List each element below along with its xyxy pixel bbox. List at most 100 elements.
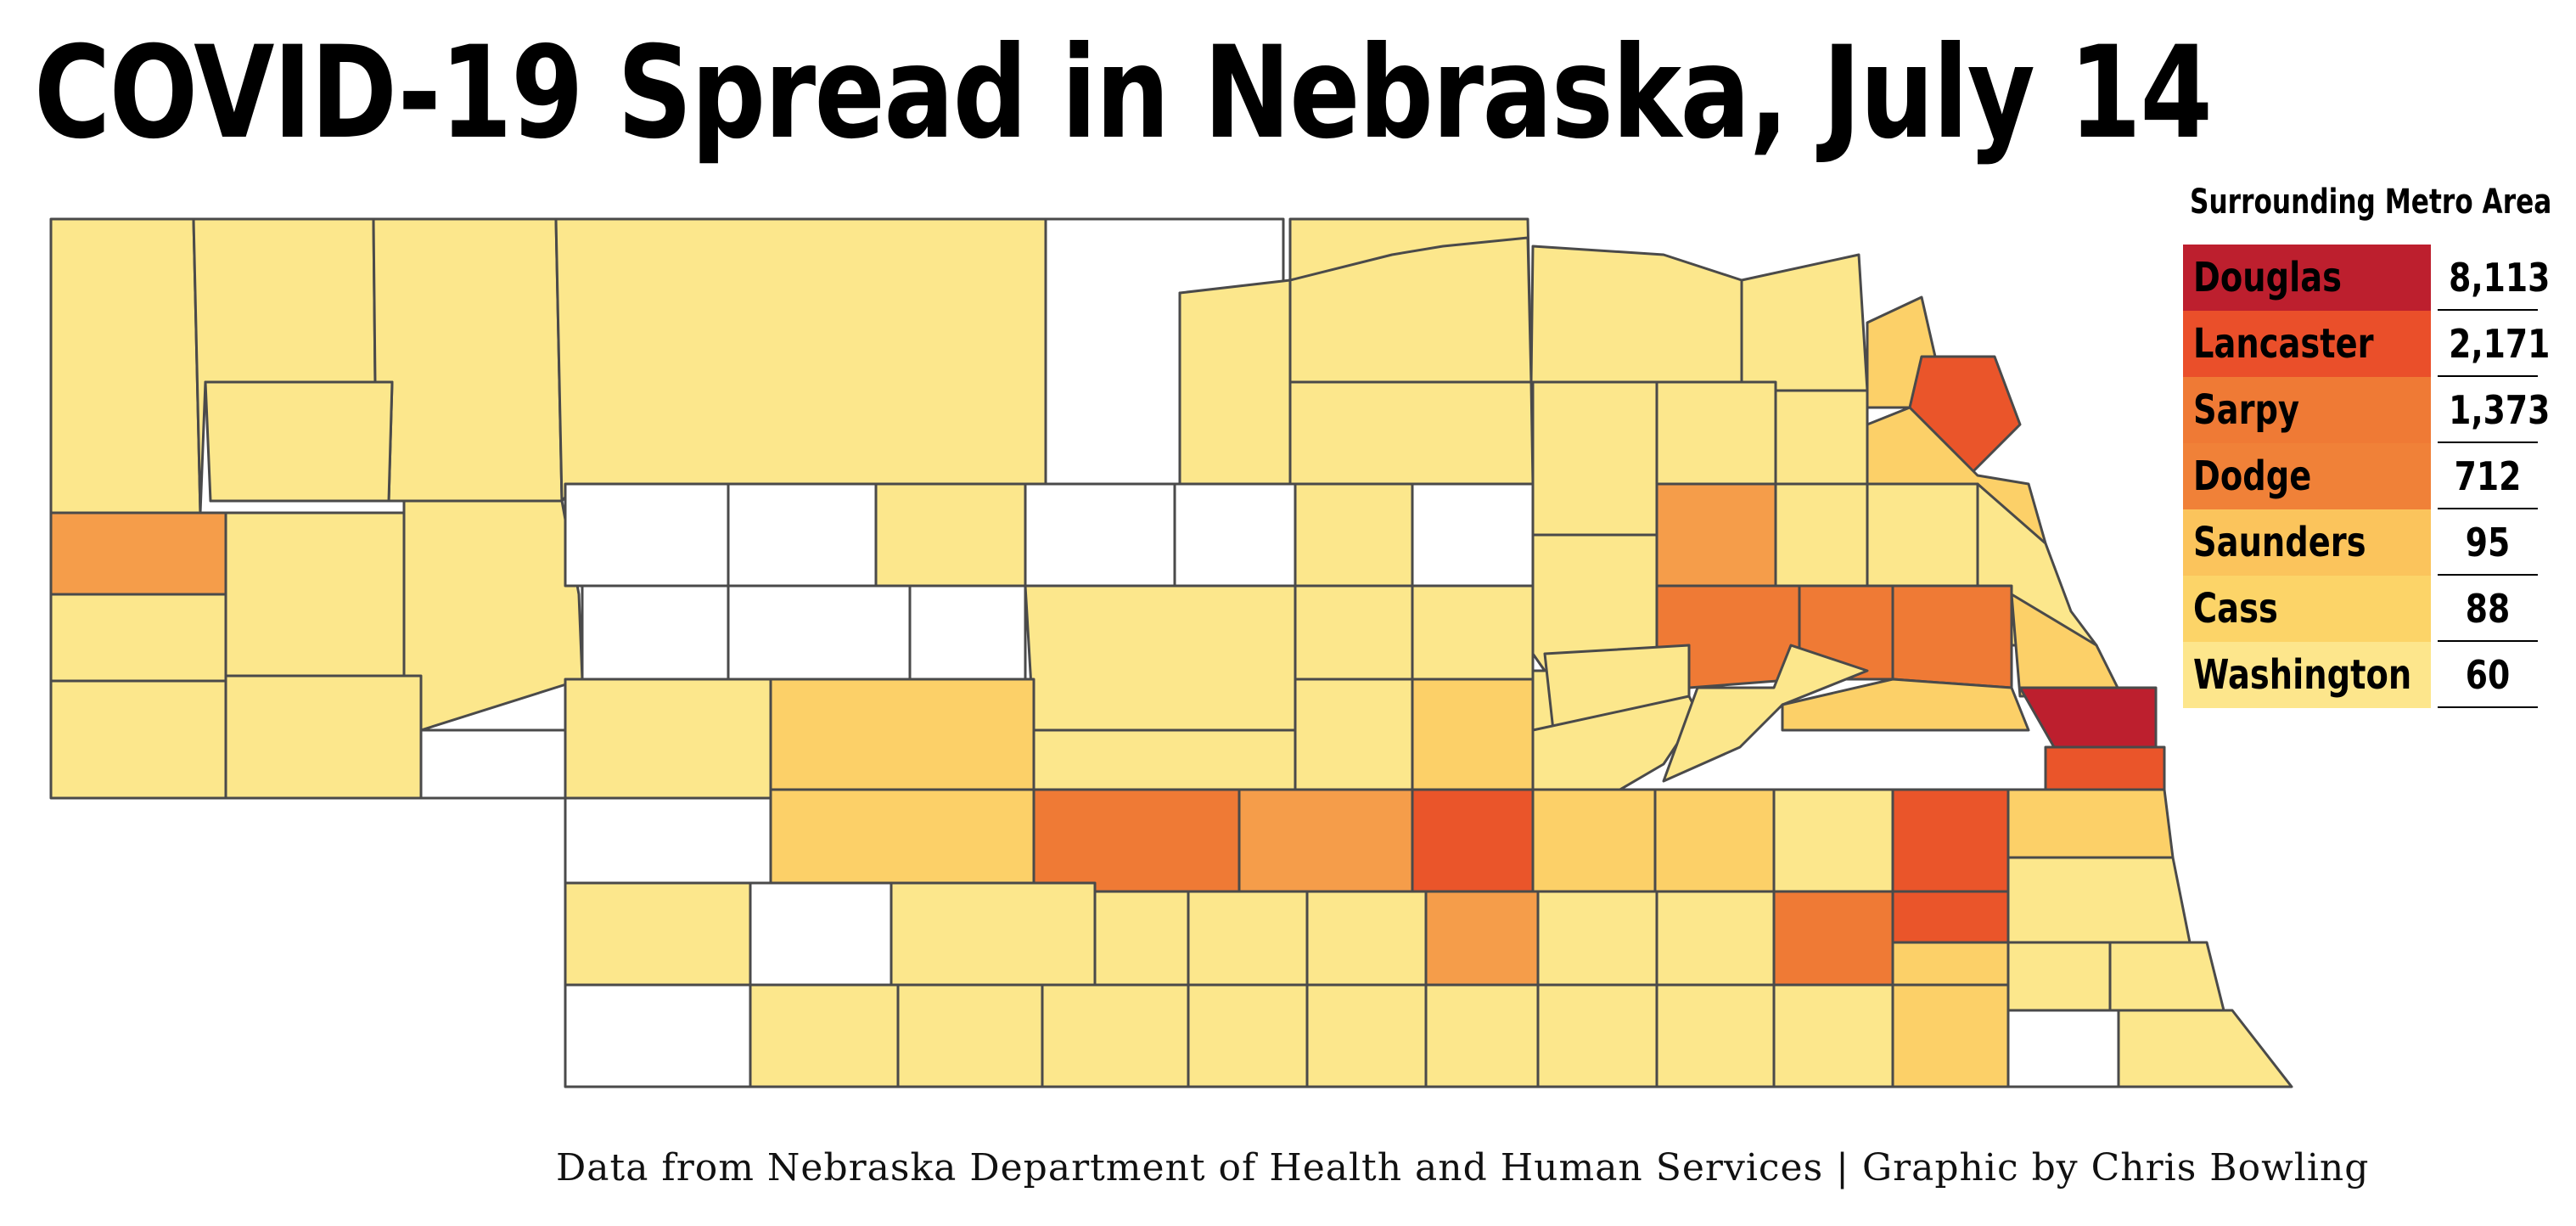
county-shape bbox=[1531, 380, 1658, 537]
county-shape bbox=[1774, 482, 1869, 588]
county-shape bbox=[554, 217, 1047, 503]
county-shape bbox=[1024, 482, 1176, 588]
county-shape bbox=[1781, 678, 2030, 732]
county-shape bbox=[1655, 983, 1776, 1088]
county-shape bbox=[2108, 941, 2225, 1012]
county-shape bbox=[769, 788, 1035, 893]
county-shape bbox=[1294, 678, 1414, 791]
county-shape bbox=[1891, 890, 2010, 944]
metro-row-dodge: Dodge 712 bbox=[2183, 443, 2540, 509]
county-shape bbox=[1173, 482, 1297, 588]
county-shape bbox=[727, 584, 912, 681]
metro-county-name: Douglas bbox=[2183, 245, 2431, 311]
metro-legend-heading: Surrounding Metro Area bbox=[2190, 183, 2552, 222]
county-shape bbox=[49, 511, 227, 596]
county-shape bbox=[564, 796, 772, 885]
metro-legend-table: Douglas 8,113 Lancaster 2,171 Sarpy 1,37… bbox=[2183, 245, 2550, 708]
metro-case-count: 712 bbox=[2438, 443, 2538, 509]
county-shape bbox=[1024, 584, 1297, 732]
county-shape bbox=[1411, 678, 1535, 791]
metro-case-count: 1,373 bbox=[2438, 377, 2550, 443]
county-shape bbox=[2006, 788, 2175, 859]
metro-county-name: Dodge bbox=[2183, 443, 2431, 509]
county-shape bbox=[1662, 644, 1869, 783]
county-shape bbox=[896, 983, 1044, 1088]
county-shape bbox=[1536, 983, 1658, 1088]
county-shape bbox=[1032, 728, 1297, 791]
metro-county-name: Lancaster bbox=[2183, 311, 2431, 377]
county-shape bbox=[581, 584, 730, 681]
county-shape bbox=[2044, 745, 2166, 791]
source-credit: Data from Nebraska Department of Health … bbox=[556, 1146, 2370, 1189]
county-shape bbox=[769, 678, 1035, 791]
metro-county-name: Saunders bbox=[2183, 509, 2431, 576]
county-shape bbox=[2018, 686, 2158, 749]
county-shape bbox=[1032, 788, 1241, 893]
county-shape bbox=[49, 679, 227, 800]
county-shape bbox=[1774, 389, 1869, 486]
county-shape bbox=[908, 584, 1027, 681]
county-shape bbox=[1655, 584, 1801, 689]
county-shape bbox=[1041, 983, 1190, 1088]
county-shape bbox=[564, 983, 752, 1088]
county-shape bbox=[1891, 788, 2010, 893]
metro-row-douglas: Douglas 8,113 bbox=[2183, 245, 2550, 311]
county-shape bbox=[1305, 983, 1428, 1088]
county-shape bbox=[1411, 482, 1535, 588]
metro-row-saunders: Saunders 95 bbox=[2183, 509, 2540, 576]
county-shape bbox=[727, 482, 878, 588]
county-shape bbox=[2006, 856, 2192, 944]
county-shape bbox=[1411, 584, 1535, 681]
county-shape bbox=[1178, 278, 1292, 486]
county-shape bbox=[1529, 245, 1743, 384]
county-shape bbox=[2006, 1009, 2120, 1088]
county-shape bbox=[1772, 890, 1894, 987]
metro-case-count: 88 bbox=[2438, 576, 2538, 642]
county-shape bbox=[402, 499, 584, 732]
county-shape bbox=[224, 511, 406, 678]
county-shape bbox=[1655, 482, 1777, 588]
county-shape bbox=[564, 482, 730, 588]
county-shape bbox=[1891, 983, 2010, 1088]
county-shape bbox=[1093, 890, 1190, 987]
metro-county-name: Washington bbox=[2183, 642, 2431, 708]
county-shape bbox=[1237, 788, 1414, 893]
county-shape bbox=[2006, 941, 2112, 1012]
county-shape bbox=[1740, 253, 1869, 392]
county-shape bbox=[1187, 983, 1309, 1088]
county-shape bbox=[372, 217, 564, 503]
county-shape bbox=[419, 728, 567, 800]
metro-row-lancaster: Lancaster 2,171 bbox=[2183, 311, 2550, 377]
county-shape bbox=[204, 380, 394, 503]
map-title: COVID-19 Spread in Nebraska, July 14 bbox=[34, 20, 2213, 167]
county-shape bbox=[1187, 890, 1309, 987]
county-shape bbox=[1305, 890, 1428, 987]
county-shape bbox=[1294, 482, 1414, 588]
county-shape bbox=[49, 593, 227, 683]
county-shape bbox=[564, 881, 752, 987]
county-shape bbox=[1866, 482, 1979, 588]
county-shape bbox=[1655, 890, 1776, 987]
county-shape bbox=[1655, 380, 1777, 486]
county-shape bbox=[1772, 788, 1894, 893]
metro-row-sarpy: Sarpy 1,373 bbox=[2183, 377, 2550, 443]
county-shape bbox=[224, 674, 423, 800]
county-shape bbox=[890, 881, 1097, 987]
county-shape bbox=[1891, 941, 2010, 987]
county-shape bbox=[49, 217, 202, 515]
county-shape bbox=[1653, 788, 1776, 893]
metro-case-count: 60 bbox=[2438, 642, 2538, 708]
county-shape bbox=[874, 482, 1027, 588]
metro-case-count: 95 bbox=[2438, 509, 2538, 576]
metro-row-cass: Cass 88 bbox=[2183, 576, 2540, 642]
county-shape bbox=[749, 983, 900, 1088]
county-shape bbox=[2117, 1009, 2293, 1088]
county-shape bbox=[749, 881, 893, 987]
county-shape bbox=[1531, 788, 1657, 893]
county-shape bbox=[564, 678, 772, 800]
metro-case-count: 2,171 bbox=[2438, 311, 2550, 377]
metro-row-washington: Washington 60 bbox=[2183, 642, 2540, 708]
county-shape bbox=[1424, 983, 1540, 1088]
metro-case-count: 8,113 bbox=[2438, 245, 2550, 311]
